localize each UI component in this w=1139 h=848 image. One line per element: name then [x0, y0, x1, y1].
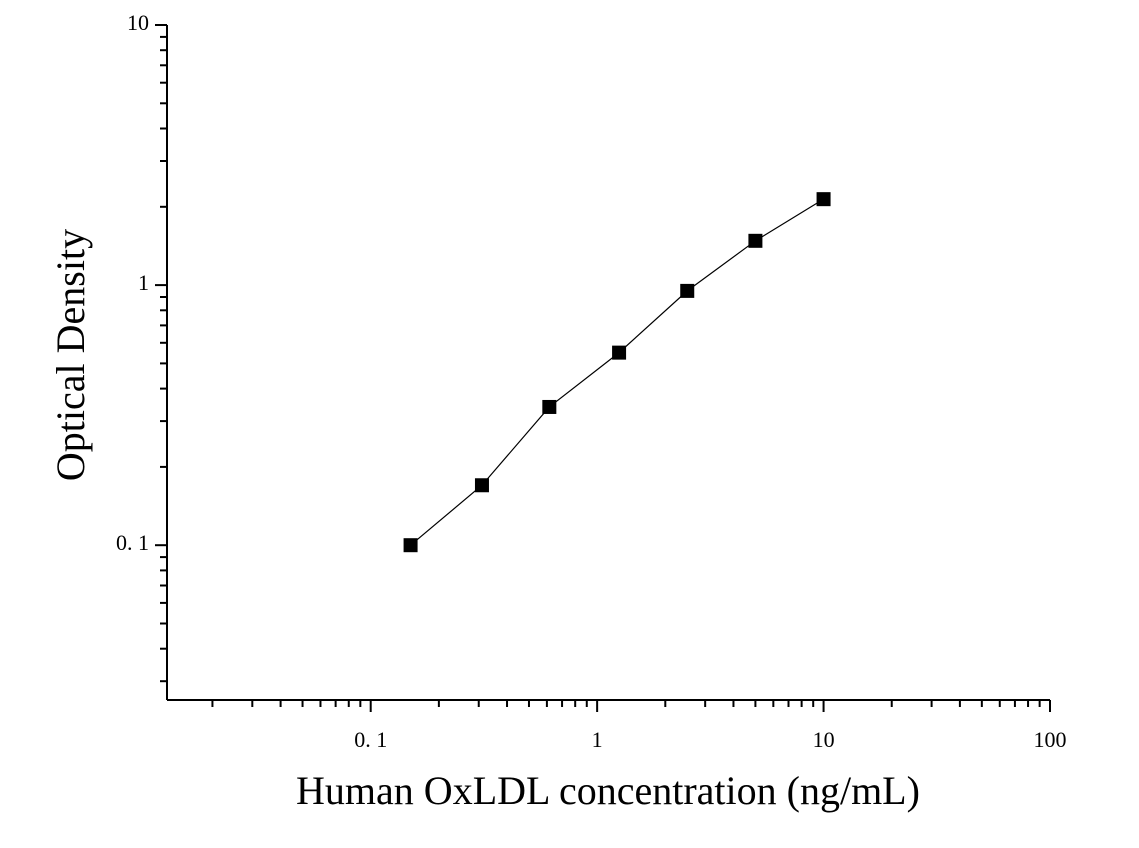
- y-tick-label: 1: [138, 270, 149, 295]
- x-tick-label: 1: [592, 727, 603, 752]
- data-point: [816, 192, 831, 207]
- y-axis-title: Optical Density: [48, 229, 93, 481]
- y-tick-label: 0. 1: [116, 530, 149, 555]
- data-point: [612, 345, 627, 360]
- x-tick-label: 0. 1: [354, 727, 387, 752]
- data-point: [748, 233, 763, 248]
- data-point: [542, 399, 557, 414]
- x-tick-label: 100: [1034, 727, 1067, 752]
- fit-line: [410, 198, 824, 546]
- x-axis-title: Human OxLDL concentration (ng/mL): [296, 768, 920, 813]
- data-point: [403, 538, 418, 553]
- x-tick-label: 10: [813, 727, 835, 752]
- y-tick-label: 10: [127, 10, 149, 35]
- data-point: [680, 283, 695, 298]
- data-point: [474, 478, 489, 493]
